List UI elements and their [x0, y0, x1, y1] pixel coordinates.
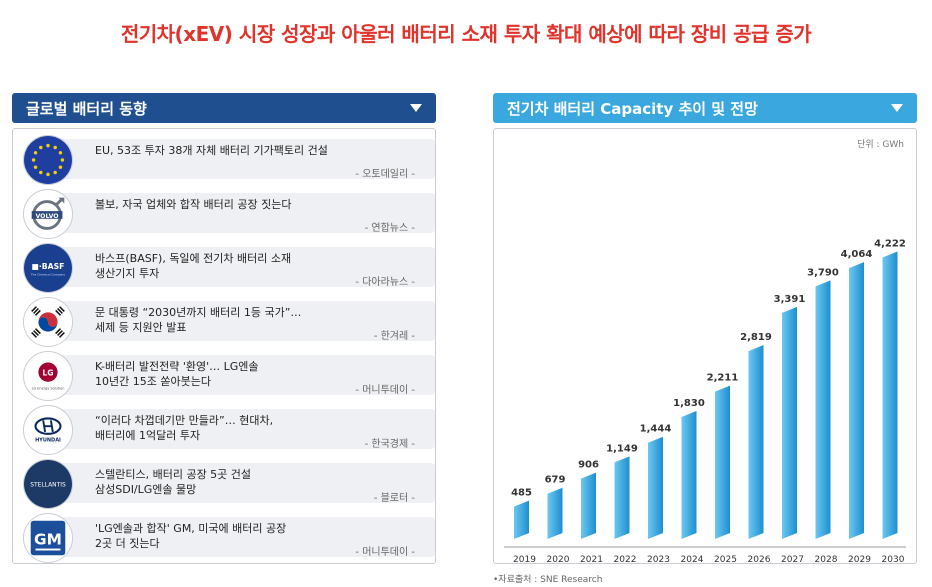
unit-label: 단위 : GWh [857, 140, 904, 150]
bar-2026 [748, 345, 764, 539]
news-source: - 오토데일리 - [355, 169, 415, 180]
bar-2024 [681, 411, 697, 539]
capacity-bar-chart: 485 2019 679 2020 906 2021 1,149 2022 1,444 2023 1… [504, 239, 906, 563]
x-tick-label-2026: 2026 [748, 555, 771, 563]
news-source: - 연합뉴스 - [364, 223, 415, 234]
list-item[interactable]: 문 대통령 “2030년까지 배터리 1등 국가”… 세제 등 지원안 발표 -… [23, 295, 435, 349]
hyundai-logo-icon: HYUNDAI [23, 405, 73, 455]
data-label-2030: 4,222 [874, 239, 906, 250]
bar-2030 [882, 251, 898, 539]
list-item[interactable]: EU, 53조 투자 38개 자체 배터리 기가팩토리 건설 - 오토데일리 - [23, 133, 435, 187]
news-list: EU, 53조 투자 38개 자체 배터리 기가팩토리 건설 - 오토데일리 -… [12, 128, 436, 564]
svg-text:The Chemical Company: The Chemical Company [30, 273, 65, 277]
battery-capacity-panel: 전기차 배터리 Capacity 추이 및 전망 단위 : GWh 485 201… [493, 93, 917, 567]
data-label-2027: 3,391 [774, 294, 806, 305]
right-panel-title: 전기차 배터리 Capacity 추이 및 전망 [507, 99, 758, 118]
page-title: 전기차(xEV) 시장 성장과 아울러 배터리 소재 투자 확대 예상에 따라 … [120, 22, 812, 46]
data-label-2021: 906 [578, 460, 599, 471]
news-source: - 다아라뉴스 - [355, 277, 415, 288]
svg-text:VOLVO: VOLVO [35, 213, 58, 220]
x-tick-label-2029: 2029 [848, 555, 871, 563]
list-item[interactable]: ■·BASF The Chemical Company 바스프(BASF), 독… [23, 241, 435, 295]
data-label-2023: 1,444 [640, 424, 672, 435]
news-headline: 'LG엔솔과 합작' GM, 미국에 배터리 공장 2곳 더 짓는다 [95, 522, 287, 550]
news-headline: EU, 53조 투자 38개 자체 배터리 기가팩토리 건설 [95, 144, 328, 157]
data-label-2029: 4,064 [841, 249, 873, 260]
source-note: •자료출처 : SNE Research [493, 575, 603, 585]
news-headline: 스텔란티스, 배터리 공장 5곳 건설 삼성SDI/LG엔솔 물망 [95, 468, 252, 496]
gm-logo-icon: GM [23, 513, 73, 563]
list-item[interactable]: VOLVO 볼보, 자국 업체와 합작 배터리 공장 짓는다 - 연합뉴스 - [23, 187, 435, 241]
news-bubble [35, 193, 435, 233]
svg-text:LG: LG [42, 369, 53, 378]
x-tick-label-2028: 2028 [815, 555, 838, 563]
x-tick-label-2022: 2022 [614, 555, 637, 563]
bar-2029 [849, 262, 864, 539]
bar-2020 [547, 487, 563, 539]
data-label-2028: 3,790 [807, 267, 839, 278]
data-label-2024: 1,830 [673, 398, 705, 409]
x-tick-label-2024: 2024 [681, 555, 704, 563]
lg-energy-logo-icon: LG LG Energy Solution [23, 351, 73, 401]
korea-flag-icon [23, 297, 73, 347]
news-bubble [35, 409, 435, 449]
bar-2028 [815, 280, 831, 539]
news-bubble [35, 301, 435, 341]
news-bubble [35, 517, 435, 557]
bar-2019 [514, 500, 529, 539]
eu-flag-icon [23, 135, 73, 185]
svg-text:LG Energy Solution: LG Energy Solution [32, 386, 65, 390]
svg-text:■·BASF: ■·BASF [32, 262, 65, 271]
dropdown-triangle-icon[interactable] [891, 104, 903, 112]
news-bubble [35, 247, 435, 287]
bar-2023 [648, 436, 663, 539]
data-label-2025: 2,211 [707, 373, 739, 384]
list-item[interactable]: STELLANTIS 스텔란티스, 배터리 공장 5곳 건설 삼성SDI/LG엔… [23, 457, 435, 511]
list-item[interactable]: GM 'LG엔솔과 합작' GM, 미국에 배터리 공장 2곳 더 짓는다 - … [23, 511, 435, 565]
data-label-2020: 679 [545, 475, 566, 486]
left-panel-header[interactable]: 글로벌 배터리 동향 [12, 93, 436, 123]
x-tick-label-2019: 2019 [513, 555, 536, 563]
volvo-logo-icon: VOLVO [23, 189, 73, 239]
data-label-2022: 1,149 [606, 443, 638, 454]
x-tick-label-2025: 2025 [714, 555, 737, 563]
news-headline: 볼보, 자국 업체와 합작 배터리 공장 짓는다 [95, 198, 292, 211]
news-source: - 머니투데이 - [355, 385, 415, 396]
x-tick-label-2027: 2027 [781, 555, 804, 563]
stellantis-logo-icon: STELLANTIS [23, 459, 73, 509]
news-headline: 바스프(BASF), 독일에 전기차 배터리 소재 생산기지 투자 [95, 252, 292, 280]
news-source: - 블로터 - [373, 493, 415, 504]
news-headline: “이러다 차껍데기만 만들라”… 현대차, 배터리에 1억달러 투자 [95, 414, 274, 442]
news-bubble [35, 139, 435, 179]
svg-text:STELLANTIS: STELLANTIS [30, 481, 66, 488]
news-source: - 한겨레 - [373, 331, 415, 342]
list-item[interactable]: HYUNDAI “이러다 차껍데기만 만들라”… 현대차, 배터리에 1억달러 … [23, 403, 435, 457]
news-source: - 한국경제 - [364, 439, 415, 450]
right-panel-header[interactable]: 전기차 배터리 Capacity 추이 및 전망 [493, 93, 917, 123]
news-bubble [35, 463, 435, 503]
x-tick-label-2030: 2030 [882, 555, 905, 563]
left-panel-title: 글로벌 배터리 동향 [26, 99, 147, 118]
bar-2027 [782, 306, 797, 539]
list-item[interactable]: LG LG Energy Solution K-배터리 발전전략 '환영'… L… [23, 349, 435, 403]
news-headline: 문 대통령 “2030년까지 배터리 1등 국가”… 세제 등 지원안 발표 [95, 306, 302, 334]
chart-area: 단위 : GWh 485 2019 679 2020 906 2021 1,149 2022 1… [493, 128, 917, 564]
data-label-2019: 485 [511, 488, 532, 499]
svg-text:HYUNDAI: HYUNDAI [35, 438, 61, 444]
news-source: - 머니투데이 - [355, 547, 415, 558]
bar-2022 [614, 456, 630, 539]
x-tick-label-2020: 2020 [547, 555, 570, 563]
x-tick-label-2021: 2021 [580, 555, 603, 563]
news-headline: K-배터리 발전전략 '환영'… LG엔솔 10년간 15조 쏟아붓는다 [95, 360, 259, 388]
bar-2025 [715, 385, 730, 539]
news-bubble [35, 355, 435, 395]
basf-logo-icon: ■·BASF The Chemical Company [23, 243, 73, 293]
svg-text:GM: GM [34, 531, 62, 549]
data-label-2026: 2,819 [740, 332, 772, 343]
bar-2021 [581, 472, 596, 539]
x-tick-label-2023: 2023 [647, 555, 670, 563]
dropdown-triangle-icon[interactable] [410, 104, 422, 112]
global-battery-trends-panel: 글로벌 배터리 동향 EU, 53조 투자 38개 자체 배터리 기가팩토리 건… [12, 93, 436, 567]
